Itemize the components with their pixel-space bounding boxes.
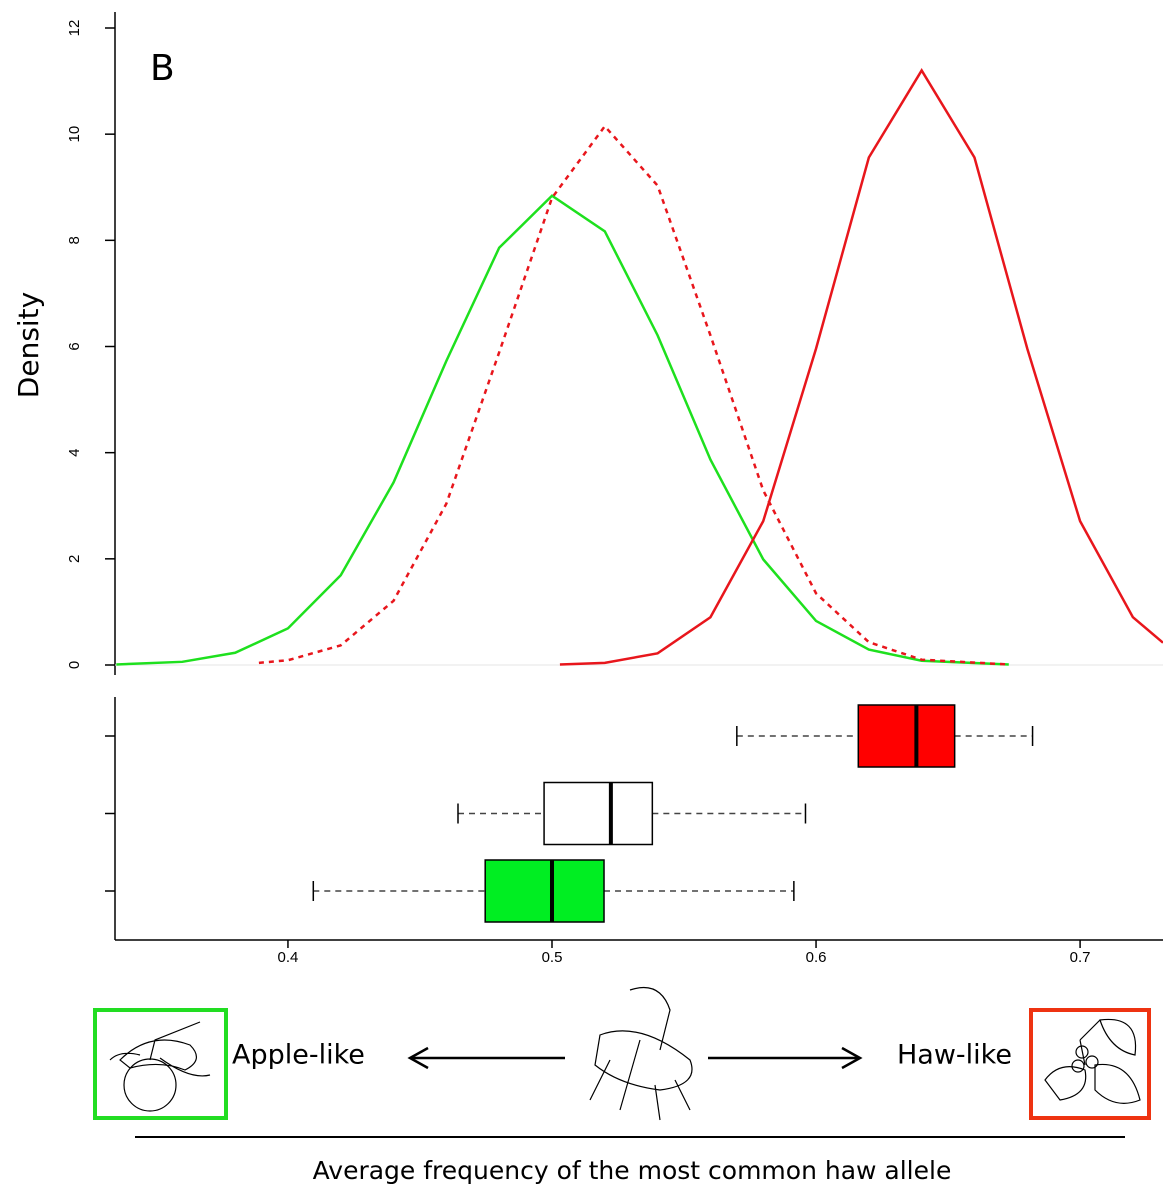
x-tick-label: 0.4: [278, 949, 299, 966]
density-curve: [559, 68, 1163, 666]
y-tick-label: 10: [66, 126, 83, 143]
density-curve: [258, 124, 1009, 666]
y-tick-label: 0: [66, 661, 83, 669]
box: [484, 859, 605, 923]
x-axis-label: Average frequency of the most common haw…: [313, 1156, 952, 1185]
box: [543, 781, 654, 846]
annotation: Apple-like: [232, 1040, 365, 1071]
y-axis-label: Density: [12, 292, 45, 398]
decoration: [93, 986, 1151, 1138]
y-tick-label: 2: [66, 555, 83, 563]
y-tick-label: 4: [66, 448, 83, 456]
box: [857, 704, 956, 768]
panel-label: B: [150, 48, 175, 89]
y-tick-label: 12: [66, 20, 83, 37]
y-tick-label: 8: [66, 236, 83, 244]
x-tick-label: 0.6: [806, 949, 827, 966]
y-tick-label: 6: [66, 342, 83, 350]
x-tick-label: 0.5: [542, 949, 563, 966]
x-tick-label: 0.7: [1070, 949, 1091, 966]
annotation: Haw-like: [897, 1040, 1012, 1071]
density-curve: [116, 194, 1009, 666]
